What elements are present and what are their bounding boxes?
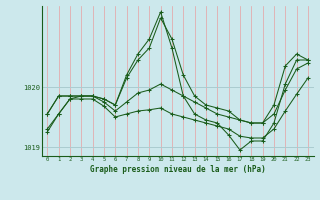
X-axis label: Graphe pression niveau de la mer (hPa): Graphe pression niveau de la mer (hPa)	[90, 165, 266, 174]
